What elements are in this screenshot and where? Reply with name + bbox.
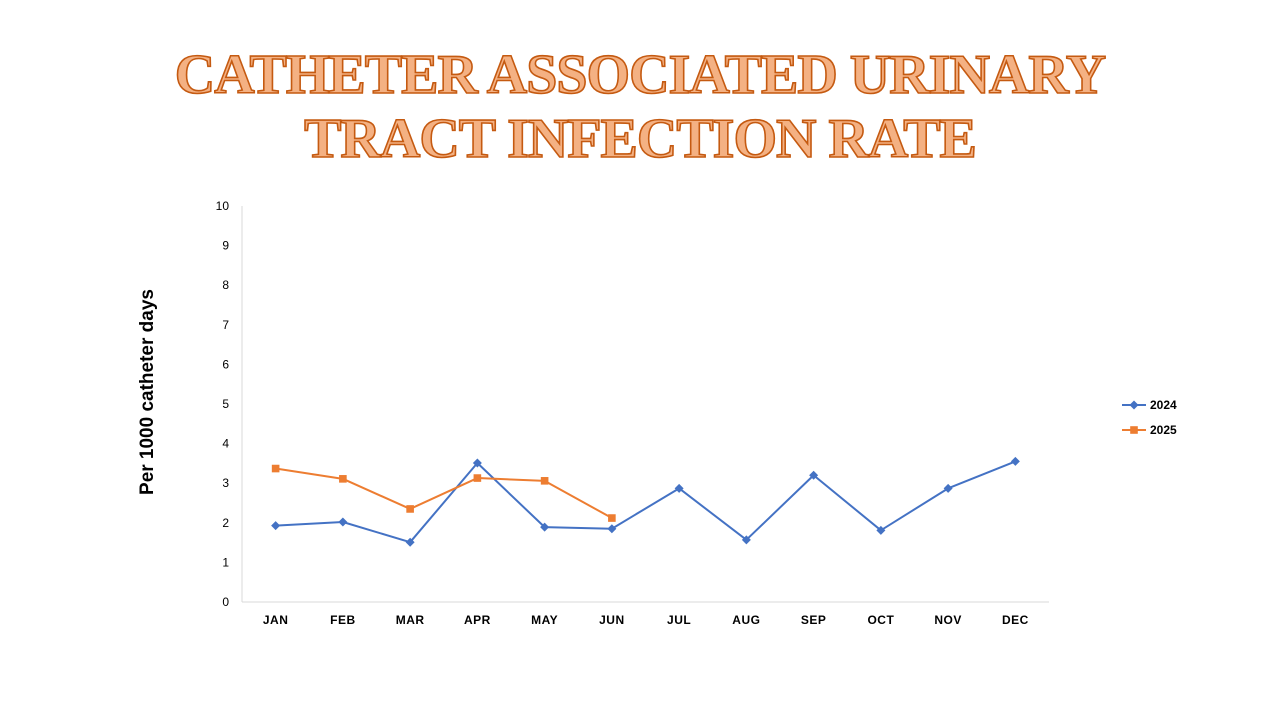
chart-legend: 2024 2025 [1122, 398, 1177, 437]
legend-label: 2025 [1150, 423, 1177, 437]
data-point-2024 [674, 483, 684, 493]
legend-item-2024: 2024 [1122, 398, 1177, 412]
data-point-2024 [876, 525, 886, 535]
y-axis-ticks: 0 1 2 3 4 5 6 7 8 9 10 [216, 199, 230, 609]
x-tick-label: JAN [263, 613, 289, 627]
data-point-2024 [472, 458, 482, 468]
legend-marker [1129, 400, 1139, 410]
series-line-2025 [275, 467, 613, 519]
x-tick-label: AUG [732, 613, 760, 627]
y-tick-label: 5 [222, 397, 229, 411]
x-tick-label: SEP [801, 613, 827, 627]
y-tick-label: 6 [222, 357, 229, 371]
x-tick-label: FEB [330, 613, 356, 627]
data-point-2025 [406, 505, 414, 513]
x-tick-label: JUL [667, 613, 691, 627]
data-point-2024 [809, 470, 819, 480]
chart-title-line-1: CATHETER ASSOCIATED URINARY [174, 43, 1107, 107]
y-tick-label: 8 [222, 278, 229, 292]
legend-label: 2024 [1150, 398, 1177, 412]
series-2024 [271, 456, 1020, 547]
data-point-2025 [339, 475, 347, 483]
legend-marker [1130, 426, 1138, 434]
chart-axes [241, 206, 1049, 603]
data-point-2024 [540, 522, 550, 532]
data-point-2025 [540, 477, 549, 485]
x-tick-label: APR [464, 613, 491, 627]
y-tick-label: 0 [222, 595, 229, 609]
y-tick-label: 9 [222, 239, 229, 253]
y-tick-label: 1 [222, 555, 229, 569]
series-2025 [271, 464, 616, 522]
x-tick-label: MAY [531, 613, 558, 627]
x-axis-ticks: JAN FEB MAR APR MAY JUN JUL AUG SEP OCT NOV DEC [263, 613, 1029, 627]
x-tick-label: OCT [867, 613, 894, 627]
data-point-2025 [271, 464, 280, 473]
series-line-2024 [275, 460, 1016, 544]
data-point-2024 [607, 524, 617, 534]
legend-item-2025: 2025 [1122, 423, 1177, 437]
data-point-2024 [741, 535, 751, 545]
x-tick-label: JUN [599, 613, 625, 627]
y-tick-label: 10 [216, 199, 230, 213]
data-point-2025 [473, 474, 482, 482]
y-axis-label: Per 1000 catheter days [137, 289, 158, 495]
chart-series [271, 456, 1020, 547]
x-tick-label: DEC [1002, 613, 1029, 627]
chart-title-line-2: TRACT INFECTION RATE [303, 107, 977, 171]
data-point-2024 [405, 537, 415, 547]
x-tick-label: NOV [934, 613, 962, 627]
data-point-2024 [943, 483, 953, 493]
data-point-2024 [271, 521, 281, 531]
y-tick-label: 2 [222, 516, 229, 530]
data-point-2025 [608, 514, 616, 522]
data-point-2024 [1010, 456, 1020, 466]
y-tick-label: 7 [222, 318, 229, 332]
data-point-2024 [338, 517, 348, 527]
y-tick-label: 3 [222, 476, 229, 490]
x-tick-label: MAR [396, 613, 425, 627]
y-tick-label: 4 [222, 437, 229, 451]
